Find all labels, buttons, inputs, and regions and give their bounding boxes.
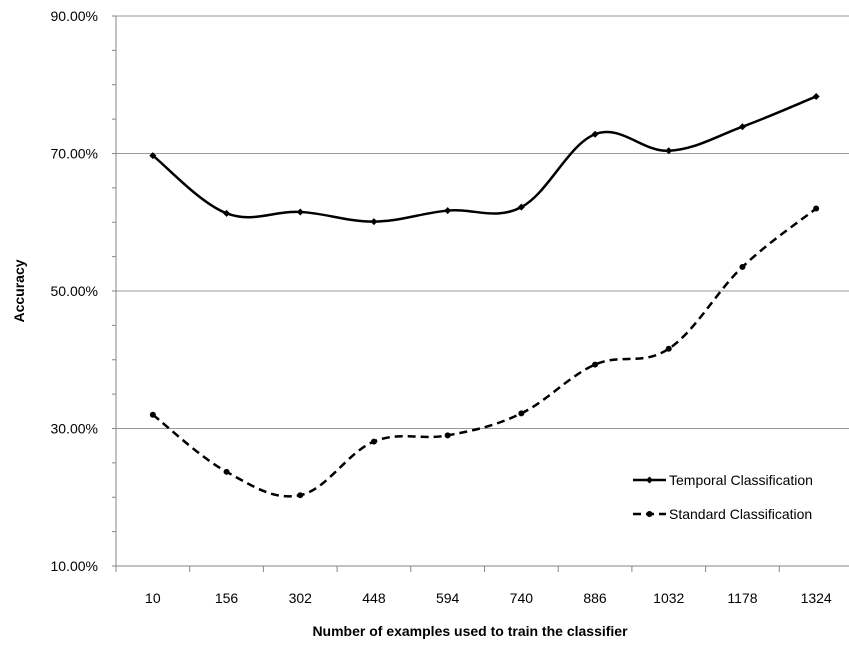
series-markers xyxy=(149,92,820,499)
y-tick-label: 10.00% xyxy=(51,558,98,574)
legend-label-temporal: Temporal Classification xyxy=(669,472,813,488)
gridlines xyxy=(116,15,849,429)
data-point-temporal xyxy=(296,208,304,216)
data-point-temporal xyxy=(149,152,157,160)
y-tick-label: 90.00% xyxy=(51,8,98,24)
series-line-standard xyxy=(152,207,817,498)
x-tick-label: 1032 xyxy=(653,590,684,606)
data-point-standard xyxy=(813,205,820,212)
data-point-standard xyxy=(149,411,156,418)
series-lines xyxy=(152,95,817,498)
legend: Temporal Classification Standard Classif… xyxy=(633,472,813,522)
x-tick-label: 10 xyxy=(145,590,161,606)
axes xyxy=(112,15,849,572)
data-point-standard xyxy=(297,492,304,499)
data-point-temporal xyxy=(370,218,378,226)
data-point-temporal xyxy=(517,203,525,211)
legend-marker-temporal xyxy=(646,476,653,484)
x-tick-label: 594 xyxy=(436,590,460,606)
x-tick-label: 886 xyxy=(583,590,607,606)
data-point-standard xyxy=(739,263,746,270)
data-point-temporal xyxy=(444,207,452,215)
x-tick-label: 740 xyxy=(510,590,534,606)
x-tick-label: 448 xyxy=(362,590,386,606)
y-tick-label: 50.00% xyxy=(51,283,98,299)
data-point-temporal xyxy=(665,147,673,155)
legend-label-standard: Standard Classification xyxy=(669,506,812,522)
data-point-temporal xyxy=(738,123,746,131)
data-point-standard xyxy=(665,345,672,352)
y-axis-tick-labels: 10.00% 30.00% 50.00% 70.00% 90.00% xyxy=(51,8,98,574)
y-axis-title: Accuracy xyxy=(11,259,27,322)
data-point-temporal xyxy=(591,130,599,138)
y-tick-label: 30.00% xyxy=(51,421,98,437)
x-tick-label: 1324 xyxy=(801,590,832,606)
legend-item-temporal: Temporal Classification xyxy=(633,472,813,488)
x-tick-label: 302 xyxy=(289,590,313,606)
x-tick-label: 1178 xyxy=(727,590,757,606)
data-point-temporal xyxy=(812,92,820,100)
data-point-standard xyxy=(444,432,451,439)
x-axis-title: Number of examples used to train the cla… xyxy=(312,623,628,639)
data-point-temporal xyxy=(223,209,231,217)
data-point-standard xyxy=(223,468,230,475)
data-point-standard xyxy=(518,410,525,417)
x-tick-label: 156 xyxy=(215,590,239,606)
data-point-standard xyxy=(370,438,377,445)
legend-item-standard: Standard Classification xyxy=(633,506,812,522)
y-tick-label: 70.00% xyxy=(51,146,98,162)
series-line-temporal xyxy=(152,95,817,223)
legend-marker-standard xyxy=(646,511,653,517)
data-point-standard xyxy=(592,361,599,368)
x-axis-tick-labels: 10 156 302 448 594 740 886 1032 1178 1324 xyxy=(145,590,832,606)
